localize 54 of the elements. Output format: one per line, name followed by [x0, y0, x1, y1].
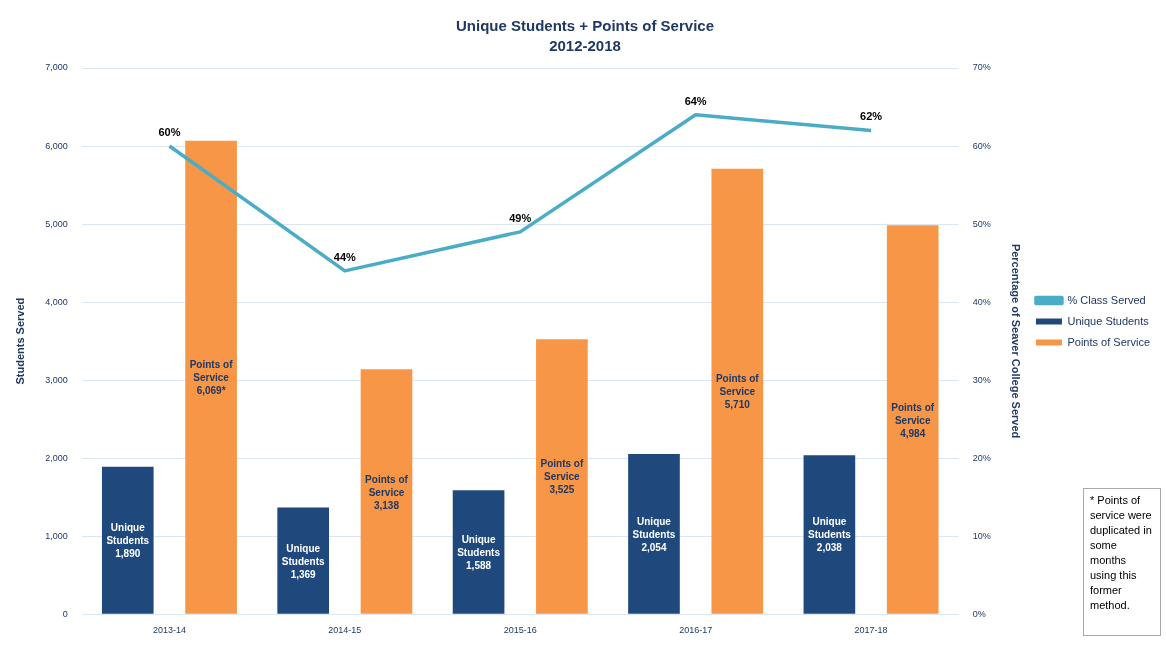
bar — [711, 168, 764, 614]
chart-subtitle: 2012-2018 — [549, 37, 621, 55]
data-label: Unique Students 1,369 — [281, 542, 325, 580]
y-tick-label: 5,000 — [45, 218, 68, 229]
data-label: Unique Students 1,890 — [106, 522, 150, 560]
data-label: Points of Service 4,984 — [891, 401, 935, 439]
bar — [277, 507, 329, 614]
legend-label: Points of Service — [1067, 335, 1151, 348]
y-tick-label: 3,000 — [45, 374, 68, 385]
y-tick-label: 1,000 — [45, 530, 68, 541]
data-label: Points of Service 3,525 — [540, 458, 584, 496]
y-tick-label: 6,000 — [45, 140, 68, 151]
bar — [185, 140, 237, 614]
data-label: Points of Service 3,138 — [365, 473, 409, 511]
bar — [628, 453, 680, 614]
y2-tick-label: 0% — [972, 608, 986, 619]
data-label: Unique Students 1,588 — [457, 534, 501, 571]
x-tick-label: 2013-14 — [152, 625, 186, 636]
bar — [803, 455, 856, 614]
y2-tick-label: 50% — [972, 218, 991, 229]
legend-label: % Class Served — [1067, 293, 1146, 306]
bar — [360, 369, 413, 614]
data-label: Unique Students 2,038 — [808, 516, 852, 554]
x-tick-label: 2015-16 — [503, 625, 537, 636]
bar — [886, 225, 939, 614]
y2-tick-label: 60% — [972, 140, 991, 151]
bar — [536, 339, 588, 614]
data-label: 64% — [684, 94, 707, 107]
x-tick-label: 2014-15 — [328, 625, 362, 636]
y-tick-label: 2,000 — [45, 452, 68, 463]
legend-label: Unique Students — [1067, 314, 1150, 327]
data-label: Points of Service 5,710 — [715, 373, 760, 411]
y-axis-title: Students Served — [13, 297, 26, 385]
y-tick-label: 4,000 — [45, 296, 68, 307]
y2-tick-label: 70% — [972, 62, 991, 73]
data-label: Points of Service 6,069* — [189, 359, 234, 397]
bar — [452, 490, 505, 614]
y2-tick-label: 10% — [972, 530, 991, 541]
y2-axis-title: Percentage of Seaver College Served — [1010, 243, 1023, 439]
x-tick-label: 2016-17 — [679, 625, 713, 636]
chart-title: Unique Students + Points of Service — [456, 17, 714, 35]
text: * Points of service were duplicated in some months using this former method. — [1090, 493, 1153, 613]
data-label: Unique Students 2,054 — [632, 515, 676, 553]
data-label: 49% — [509, 211, 532, 224]
y2-tick-label: 20% — [972, 452, 991, 463]
y2-tick-label: 40% — [972, 296, 991, 307]
bar — [101, 466, 154, 614]
x-tick-label: 2017-18 — [854, 625, 888, 636]
y2-tick-label: 30% — [972, 374, 991, 385]
y-tick-label: 0 — [62, 608, 68, 619]
data-label: 44% — [333, 250, 357, 263]
y-tick-label: 7,000 — [45, 62, 68, 73]
data-label: 60% — [158, 126, 181, 139]
data-label: 62% — [860, 110, 883, 123]
